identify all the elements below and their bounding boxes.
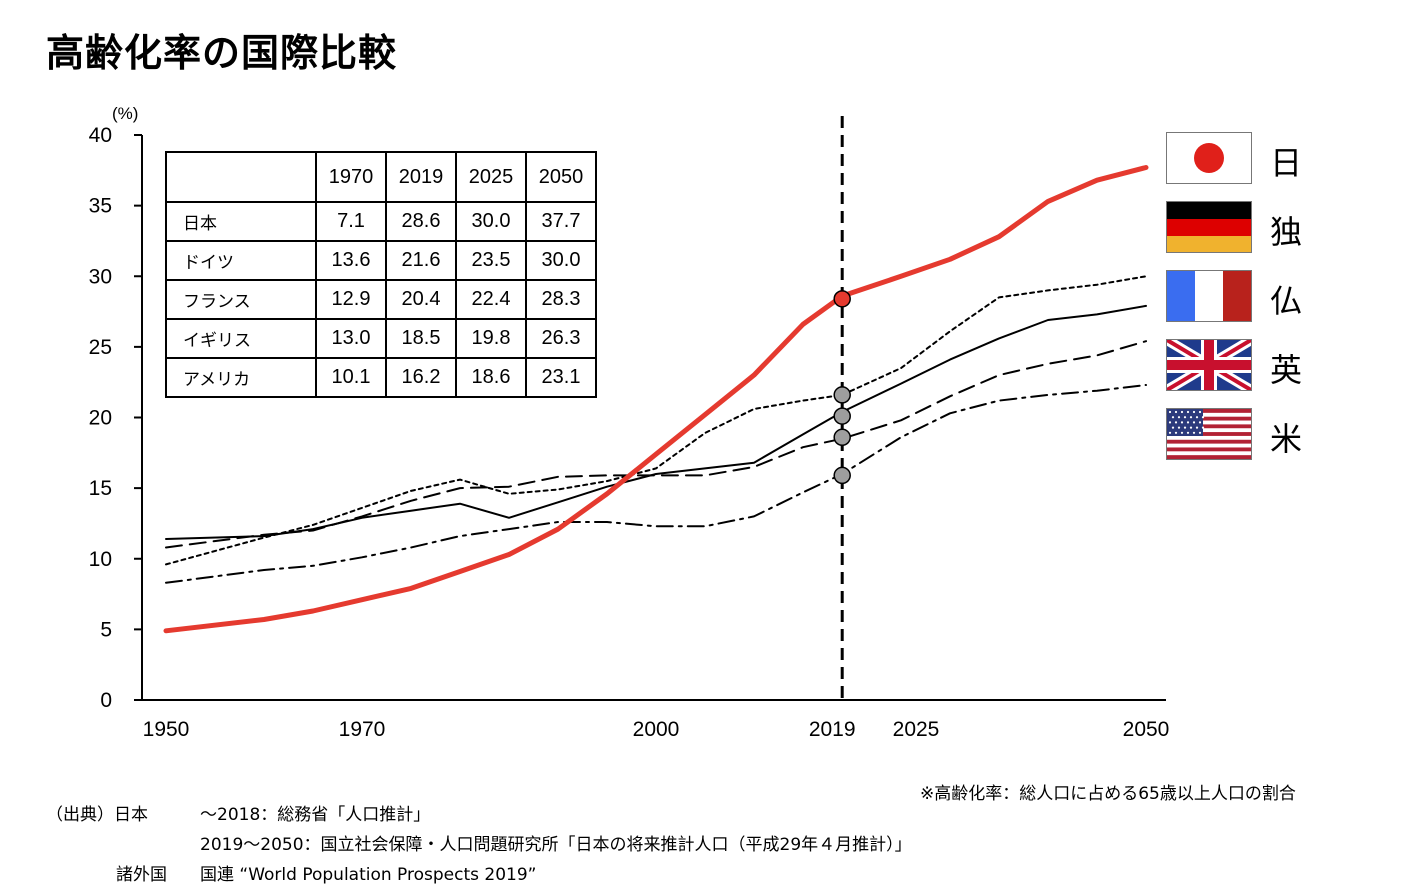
uk-flag (1166, 339, 1252, 391)
table-cell: 22.4 (455, 279, 527, 320)
marker-2019-uk (833, 428, 851, 447)
marker-2019-usa (833, 466, 851, 485)
table-row: イギリス 13.0 18.5 19.8 26.3 (165, 318, 597, 359)
table-header-row: 1970 2019 2025 2050 (165, 151, 597, 203)
series-line-usa (165, 384, 1147, 584)
table-row: フランス 12.9 20.4 22.4 28.3 (165, 279, 597, 320)
y-axis-unit: (%) (112, 104, 139, 123)
source-japan-2: 2019〜2050：国立社会保障・人口問題研究所「日本の将来推計人口（平成29年… (200, 835, 912, 855)
legend-label: 独 (1270, 213, 1303, 251)
x-tick-label: 2000 (633, 718, 680, 741)
page-title: 高齢化率の国際比較 (46, 31, 398, 75)
series-lines (163, 165, 1149, 634)
data-table: 1970 2019 2025 2050 日本 7.1 28.6 30.0 37.7 ドイツ 13.6… (165, 151, 597, 398)
table-cell: 26.3 (525, 318, 597, 359)
table-cell: 16.2 (385, 357, 457, 398)
source-others-text: 国連 “World Population Prospects 2019” (200, 865, 537, 885)
y-tick-label: 10 (89, 548, 112, 571)
table-cell: 30.0 (455, 201, 527, 242)
table-row-label: イギリス (165, 318, 317, 359)
series-line-uk (165, 340, 1147, 549)
japan-flag (1166, 132, 1252, 184)
table-cell: 12.9 (315, 279, 387, 320)
germany-flag (1166, 201, 1252, 253)
y-tick-label: 0 (100, 689, 112, 712)
table-cell: 23.1 (525, 357, 597, 398)
legend-label: 日 (1270, 144, 1303, 182)
y-tick-label: 25 (89, 336, 112, 359)
y-tick-label: 40 (89, 124, 112, 147)
table-column-header: 2025 (455, 151, 527, 203)
series-line-germany (165, 275, 1147, 566)
table-cell: 28.6 (385, 201, 457, 242)
table-cell: 30.0 (525, 240, 597, 281)
table-cell: 20.4 (385, 279, 457, 320)
y-tick-label: 30 (89, 265, 112, 288)
legend-label: 米 (1270, 420, 1303, 458)
table-cell: 7.1 (315, 201, 387, 242)
table-row: ドイツ 13.6 21.6 23.5 30.0 (165, 240, 597, 281)
table-row-label: 日本 (165, 201, 317, 242)
legend-label: 仏 (1270, 282, 1303, 320)
x-tick-label: 1970 (339, 718, 386, 741)
source-japan-1: 〜2018：総務省「人口推計」 (200, 805, 431, 825)
y-tick-label: 35 (89, 195, 112, 218)
series-markers (833, 290, 851, 485)
y-tick-label: 5 (100, 618, 112, 641)
y-tick-label: 15 (89, 477, 112, 500)
table-cell: 13.6 (315, 240, 387, 281)
table-column-header: 2019 (385, 151, 457, 203)
table-cell: 19.8 (455, 318, 527, 359)
series-line-france (165, 304, 1147, 540)
table-row-label: フランス (165, 279, 317, 320)
table-cell: 37.7 (525, 201, 597, 242)
table-column-header: 1970 (315, 151, 387, 203)
table-cell: 13.0 (315, 318, 387, 359)
table-cell: 21.6 (385, 240, 457, 281)
series-line-japan (163, 165, 1149, 634)
france-flag (1166, 270, 1252, 322)
x-tick-label: 2050 (1123, 718, 1170, 741)
table-row: アメリカ 10.1 16.2 18.6 23.1 (165, 357, 597, 398)
marker-2019-germany (833, 386, 851, 404)
table-column-header: 2050 (525, 151, 597, 203)
table-cell: 18.6 (455, 357, 527, 398)
marker-2019-japan (833, 290, 851, 308)
table-row-label: アメリカ (165, 357, 317, 398)
y-tick-label: 20 (89, 407, 112, 430)
table-row-label: ドイツ (165, 240, 317, 281)
table-row: 日本 7.1 28.6 30.0 37.7 (165, 201, 597, 242)
table-corner (165, 151, 317, 203)
usa-flag (1166, 408, 1252, 460)
footnote: ※高齢化率：総人口に占める65歳以上人口の割合 (920, 784, 1296, 804)
x-tick-label: 1950 (143, 718, 190, 741)
table-cell: 10.1 (315, 357, 387, 398)
source-others-label: 諸外国 (116, 865, 167, 885)
marker-2019-france (833, 407, 851, 425)
x-tick-label: 2019 (809, 718, 856, 741)
table-cell: 28.3 (525, 279, 597, 320)
x-tick-label: 2025 (893, 718, 940, 741)
table-cell: 18.5 (385, 318, 457, 359)
legend-label: 英 (1270, 351, 1303, 389)
source-heading: （出典）日本 (46, 805, 148, 825)
table-cell: 23.5 (455, 240, 527, 281)
